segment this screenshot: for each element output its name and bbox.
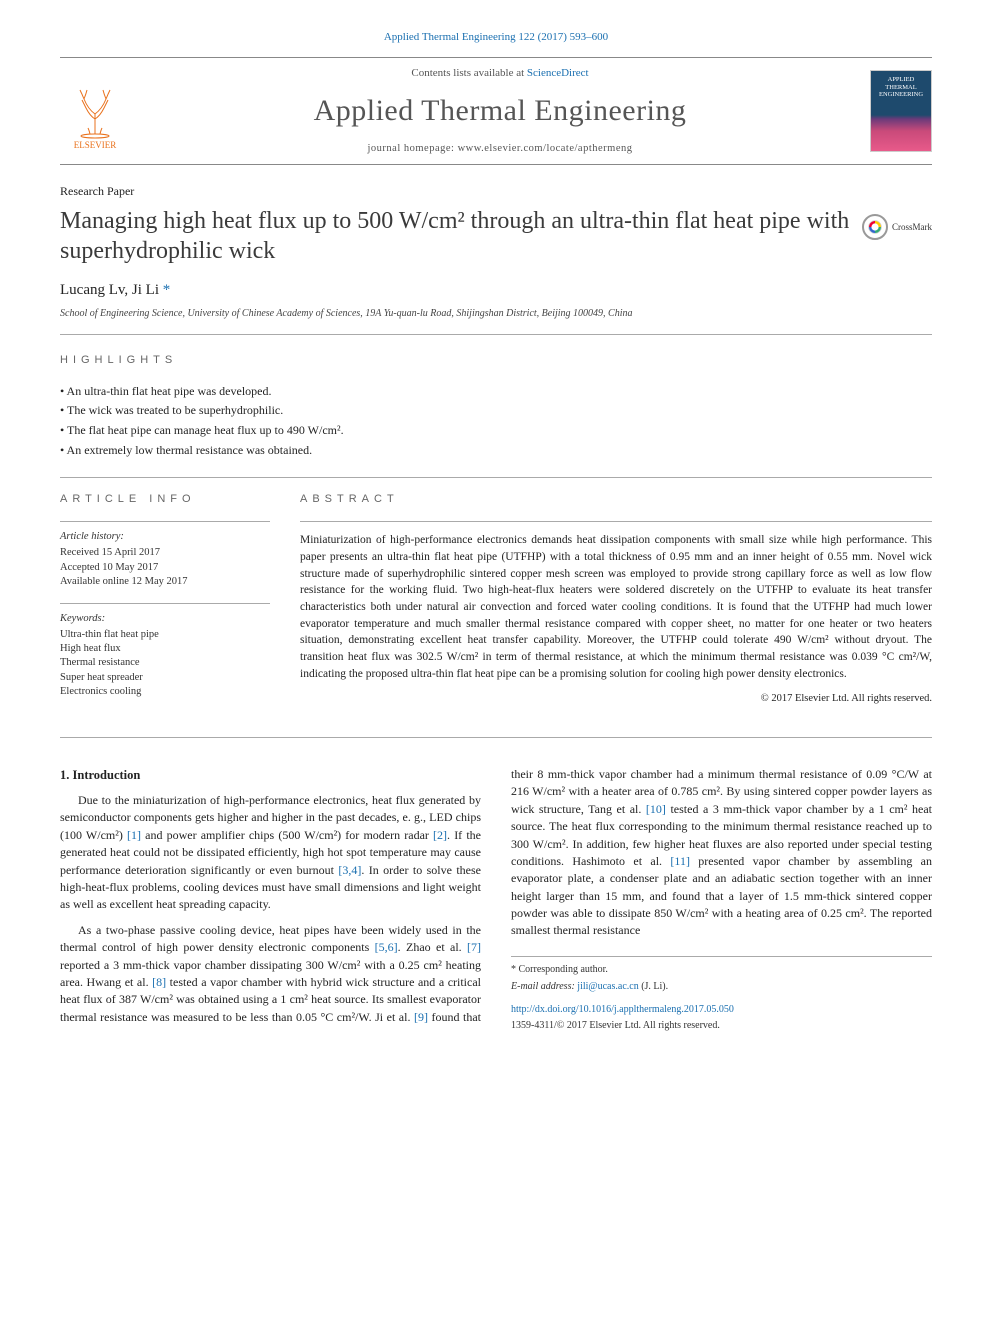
citation-link[interactable]: [8] (152, 975, 166, 989)
journal-homepage-line: journal homepage: www.elsevier.com/locat… (130, 142, 870, 157)
divider (60, 334, 932, 335)
issn-copyright-line: 1359-4311/© 2017 Elsevier Ltd. All right… (511, 1019, 932, 1034)
article-body: 1. Introduction Due to the miniaturizati… (60, 766, 932, 1034)
citation-link[interactable]: [1] (127, 828, 141, 842)
highlight-item: The flat heat pipe can manage heat flux … (60, 422, 932, 439)
keyword-item: Thermal resistance (60, 656, 270, 670)
highlights-list: An ultra-thin flat heat pipe was develop… (60, 383, 932, 459)
corresponding-email-line: E-mail address: jili@ucas.ac.cn (J. Li). (511, 980, 932, 995)
section-1-heading: 1. Introduction (60, 766, 481, 784)
sciencedirect-link[interactable]: ScienceDirect (527, 67, 589, 79)
article-history-block: Article history: Received 15 April 2017 … (60, 521, 270, 589)
highlight-item: An ultra-thin flat heat pipe was develop… (60, 383, 932, 400)
history-received: Received 15 April 2017 (60, 546, 270, 560)
doi-link[interactable]: http://dx.doi.org/10.1016/j.applthermale… (511, 1004, 734, 1015)
corresponding-author-note: * Corresponding author. (511, 963, 932, 978)
author-affiliation: School of Engineering Science, Universit… (60, 307, 932, 320)
contents-prefix: Contents lists available at (411, 67, 526, 79)
keyword-item: Ultra-thin flat heat pipe (60, 628, 270, 642)
highlight-item: An extremely low thermal resistance was … (60, 442, 932, 459)
homepage-prefix: journal homepage: (368, 143, 458, 154)
journal-masthead: ELSEVIER Contents lists available at Sci… (60, 57, 932, 165)
citation-link[interactable]: [7] (467, 940, 481, 954)
abstract-label: abstract (300, 492, 932, 507)
cover-title: APPLIED THERMAL ENGINEERING (874, 76, 928, 97)
crossmark-label: CrossMark (892, 221, 932, 234)
article-info-column: article info Article history: Received 1… (60, 478, 270, 713)
citation-link[interactable]: [9] (414, 1010, 428, 1024)
journal-name: Applied Thermal Engineering (130, 90, 870, 132)
journal-cover-thumbnail: APPLIED THERMAL ENGINEERING (870, 70, 932, 152)
article-title: Managing high heat flux up to 500 W/cm² … (60, 206, 850, 266)
keywords-block: Keywords: Ultra-thin flat heat pipeHigh … (60, 603, 270, 699)
citation-link[interactable]: [2] (433, 828, 447, 842)
contents-available-line: Contents lists available at ScienceDirec… (130, 66, 870, 81)
info-abstract-row: article info Article history: Received 1… (60, 478, 932, 713)
crossmark-widget[interactable]: CrossMark (862, 206, 932, 240)
homepage-url[interactable]: www.elsevier.com/locate/apthermeng (458, 143, 633, 154)
keyword-item: Electronics cooling (60, 685, 270, 699)
abstract-text: Miniaturization of high-performance elec… (300, 521, 932, 682)
history-online: Available online 12 May 2017 (60, 575, 270, 589)
history-header: Article history: (60, 530, 270, 544)
corresponding-author-marker[interactable]: * (163, 282, 171, 298)
citation-link[interactable]: [10] (646, 802, 666, 816)
citation-link[interactable]: [3,4] (338, 863, 361, 877)
masthead-center: Contents lists available at ScienceDirec… (130, 66, 870, 156)
elsevier-tree-icon (70, 84, 120, 139)
journal-citation: Applied Thermal Engineering 122 (2017) 5… (60, 30, 932, 45)
article-info-label: article info (60, 492, 270, 507)
abstract-column: abstract Miniaturization of high-perform… (300, 478, 932, 713)
citation-link[interactable]: [11] (670, 854, 690, 868)
keyword-item: Super heat spreader (60, 671, 270, 685)
author-names: Lucang Lv, Ji Li (60, 282, 159, 298)
elsevier-logo: ELSEVIER (60, 71, 130, 151)
email-label: E-mail address: (511, 981, 577, 992)
corresponding-email-link[interactable]: jili@ucas.ac.cn (577, 981, 638, 992)
divider (60, 737, 932, 738)
keywords-header: Keywords: (60, 612, 270, 626)
page-footer-block: * Corresponding author. E-mail address: … (511, 956, 932, 1034)
highlight-item: The wick was treated to be superhydrophi… (60, 402, 932, 419)
history-accepted: Accepted 10 May 2017 (60, 561, 270, 575)
citation-link[interactable]: [5,6] (375, 940, 398, 954)
abstract-copyright: © 2017 Elsevier Ltd. All rights reserved… (300, 692, 932, 707)
body-paragraph-1: Due to the miniaturization of high-perfo… (60, 792, 481, 914)
keyword-item: High heat flux (60, 642, 270, 656)
title-row: Managing high heat flux up to 500 W/cm² … (60, 206, 932, 266)
email-owner: (J. Li). (641, 981, 668, 992)
crossmark-badge-icon (862, 214, 888, 240)
author-list: Lucang Lv, Ji Li * (60, 280, 932, 301)
article-type: Research Paper (60, 183, 932, 200)
highlights-label: highlights (60, 353, 932, 368)
elsevier-name: ELSEVIER (74, 139, 117, 152)
